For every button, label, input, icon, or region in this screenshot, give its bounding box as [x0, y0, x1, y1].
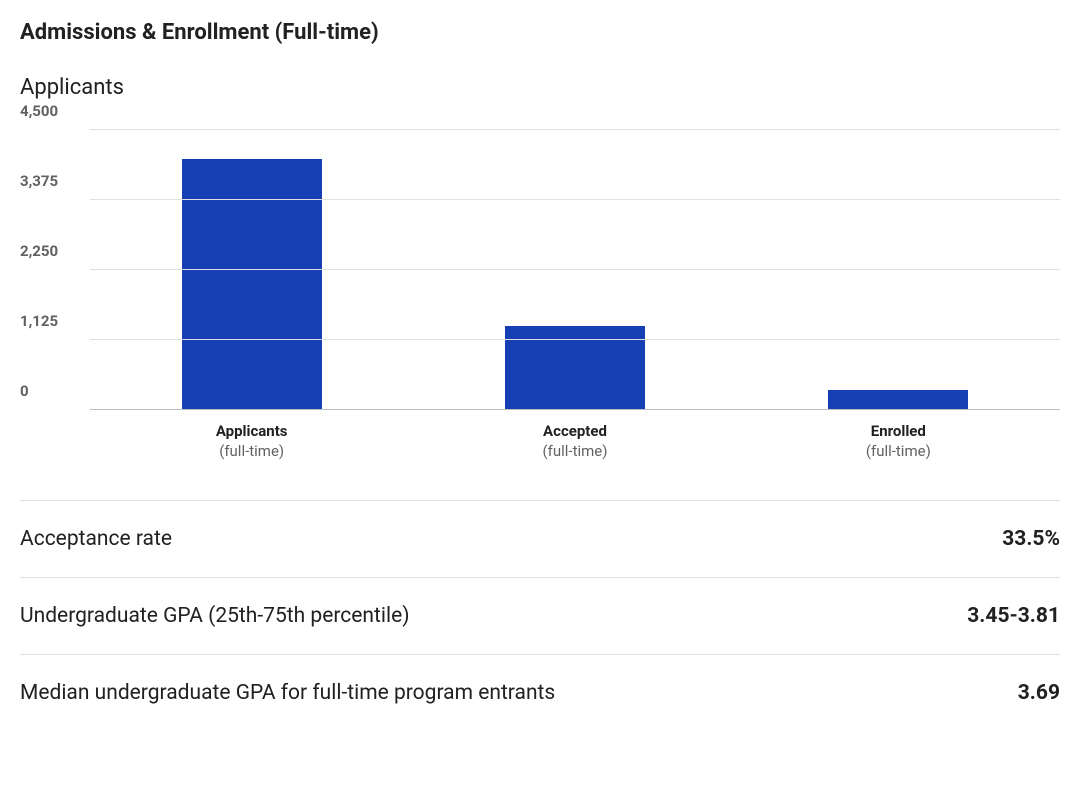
stat-label: Median undergraduate GPA for full-time p…: [20, 681, 555, 705]
x-axis: Applicants(full-time)Accepted(full-time)…: [90, 410, 1060, 460]
bar: [828, 390, 968, 410]
y-axis: 01,1252,2503,3754,500: [20, 130, 90, 410]
x-tick-sublabel: (full-time): [90, 442, 413, 460]
x-tick-label: Accepted: [413, 422, 736, 440]
bar-slot: [90, 130, 413, 410]
bar-slot: [737, 130, 1060, 410]
stat-row: Acceptance rate 33.5%: [20, 500, 1060, 577]
bars-layer: [90, 130, 1060, 410]
x-tick: Applicants (full-time): [90, 410, 413, 460]
gridline: [90, 269, 1060, 270]
plot-area: [90, 130, 1060, 410]
bar: [182, 159, 322, 410]
chart-title: Applicants: [20, 75, 1060, 100]
gridline: [90, 409, 1060, 410]
y-tick-label: 3,375: [20, 172, 80, 190]
x-tick-label: Enrolled: [737, 422, 1060, 440]
x-tick: Enrolled (full-time): [737, 410, 1060, 460]
x-tick: Accepted (full-time): [413, 410, 736, 460]
y-tick-label: 1,125: [20, 312, 80, 330]
y-tick-label: 0: [20, 382, 80, 400]
x-tick-label: Applicants: [90, 422, 413, 440]
stat-value: 3.69: [1018, 681, 1060, 705]
gridline: [90, 129, 1060, 130]
bar-slot: [413, 130, 736, 410]
stat-label: Acceptance rate: [20, 527, 172, 551]
stat-row: Median undergraduate GPA for full-time p…: [20, 654, 1060, 731]
section-title: Admissions & Enrollment (Full-time): [20, 20, 1060, 45]
stats-list: Acceptance rate 33.5% Undergraduate GPA (2…: [20, 500, 1060, 731]
stat-value: 33.5%: [1002, 527, 1060, 551]
gridline: [90, 199, 1060, 200]
applicants-bar-chart: 01,1252,2503,3754,500 Applicants(full-ti…: [20, 130, 1060, 460]
y-tick-label: 2,250: [20, 242, 80, 260]
x-tick-sublabel: (full-time): [413, 442, 736, 460]
stat-label: Undergraduate GPA (25th-75th percentile): [20, 604, 410, 628]
stat-row: Undergraduate GPA (25th-75th percentile)…: [20, 577, 1060, 654]
stat-value: 3.45-3.81: [967, 604, 1060, 628]
gridline: [90, 339, 1060, 340]
x-tick-sublabel: (full-time): [737, 442, 1060, 460]
y-tick-label: 4,500: [20, 102, 80, 120]
